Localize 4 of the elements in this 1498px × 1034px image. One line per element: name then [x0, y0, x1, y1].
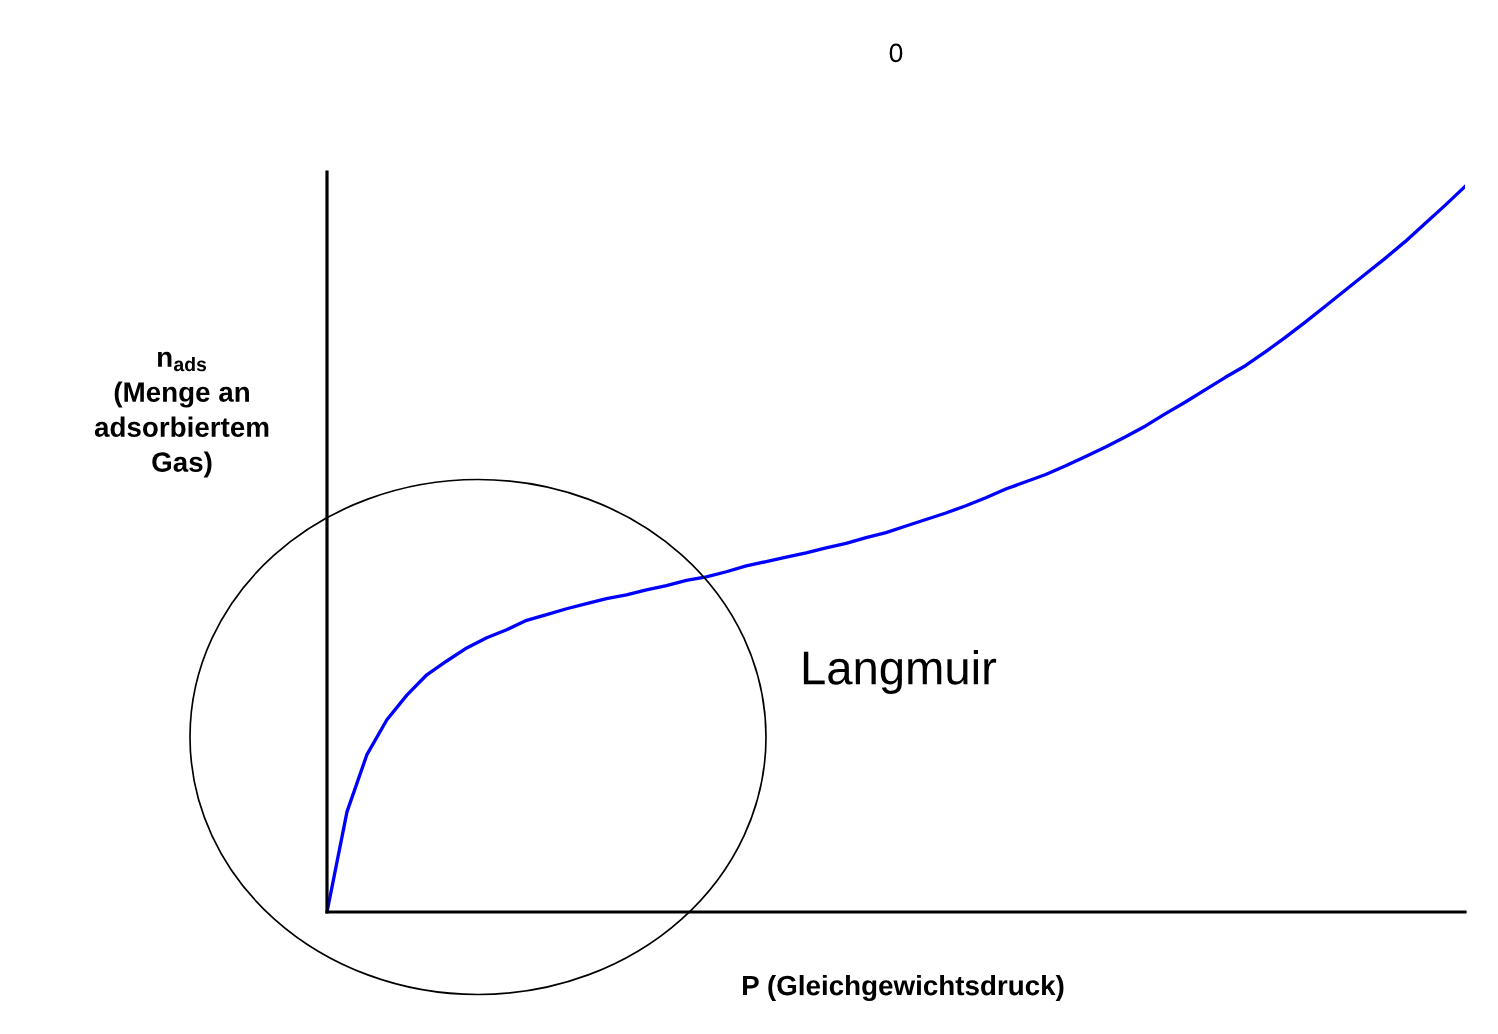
y-axis-title: n$_{ads}$ (Menge an adsorbiertem Gas): [94, 351, 269, 478]
annotation: Langmuir: [803, 649, 997, 695]
x-axis-title: P (Gleichgewichtsdruck): [743, 974, 1064, 1002]
chart-title: 0: [889, 43, 903, 63]
